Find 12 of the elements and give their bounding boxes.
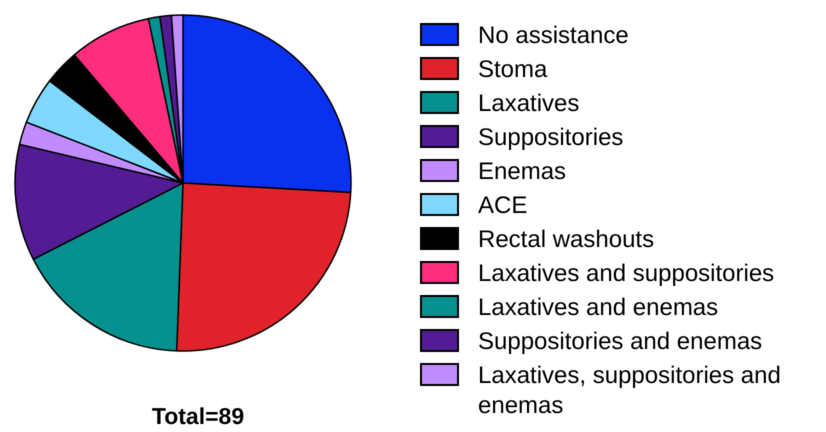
legend-label: Laxatives <box>478 90 580 117</box>
legend-label: Suppositories <box>478 124 624 151</box>
legend-label: Laxatives and enemas <box>478 294 718 321</box>
legend-label: Stoma <box>478 56 548 83</box>
legend-label: Laxatives and suppositories <box>478 260 774 287</box>
legend-label: ACE <box>478 192 528 219</box>
legend-label: Laxatives, suppositories and enemas <box>478 362 781 419</box>
legend-label: Suppositories and enemas <box>478 328 762 355</box>
legend-label: Rectal washouts <box>478 226 654 253</box>
text: Total=89 <box>152 403 244 429</box>
legend-label: No assistance <box>478 22 629 49</box>
legend-label: Enemas <box>478 158 566 185</box>
